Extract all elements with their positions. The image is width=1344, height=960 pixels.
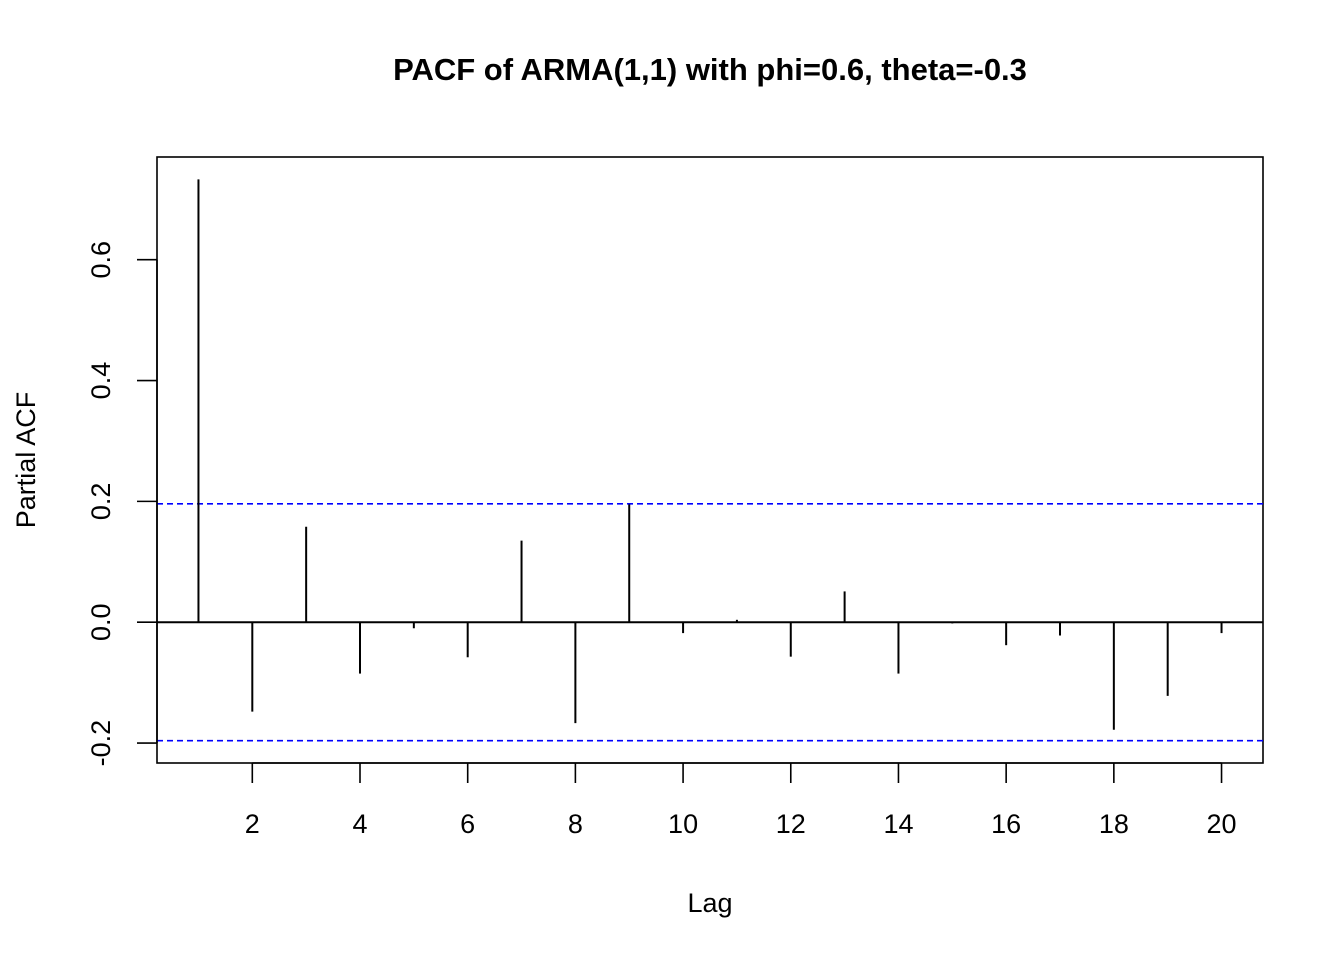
chart-title: PACF of ARMA(1,1) with phi=0.6, theta=-0… [393, 52, 1027, 87]
y-tick-label: 0.4 [86, 362, 116, 400]
y-tick-label: 0.6 [86, 241, 116, 279]
x-tick-label: 18 [1099, 809, 1129, 839]
y-tick-label: 0.2 [86, 483, 116, 521]
marks-layer [157, 179, 1263, 742]
x-tick-label: 14 [883, 809, 913, 839]
x-tick-label: 6 [460, 809, 475, 839]
x-tick-label: 16 [991, 809, 1021, 839]
y-axis-label: Partial ACF [11, 392, 41, 529]
x-tick-label: 10 [668, 809, 698, 839]
plot-frame [156, 156, 1264, 764]
x-tick-label: 20 [1207, 809, 1237, 839]
y-tick-label: -0.2 [86, 720, 116, 767]
x-tick-label: 4 [352, 809, 367, 839]
x-axis-label: Lag [687, 888, 732, 918]
x-tick-label: 2 [245, 809, 260, 839]
x-tick-label: 8 [568, 809, 583, 839]
x-axis: 2 4 6 8 10 12 14 16 18 20 [245, 762, 1237, 839]
y-axis: -0.2 0.0 0.2 0.4 0.6 [86, 241, 158, 767]
y-tick-label: 0.0 [86, 603, 116, 641]
x-tick-label: 12 [776, 809, 806, 839]
